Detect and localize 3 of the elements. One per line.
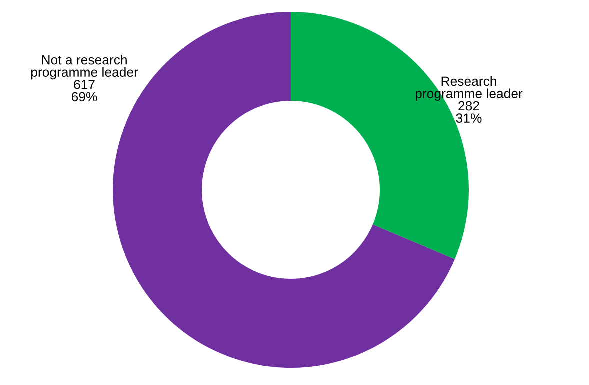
- slice-label: Not a research programme leader: [31, 55, 138, 80]
- data-label: 282 31%: [456, 101, 482, 123]
- data-label: 617 69%: [72, 80, 98, 102]
